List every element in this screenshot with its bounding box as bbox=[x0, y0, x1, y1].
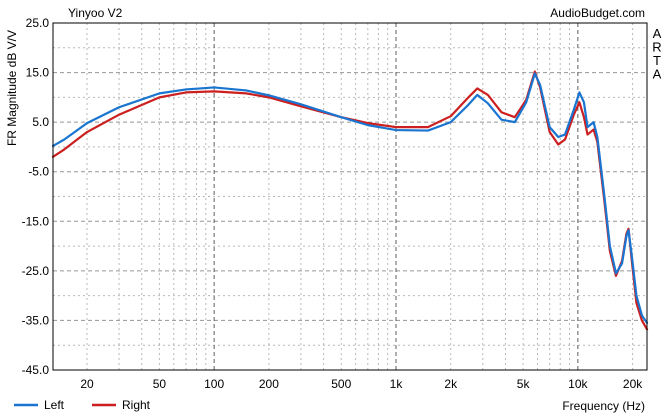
y-tick-label: -35.0 bbox=[22, 313, 50, 327]
side-label-letter: A bbox=[653, 26, 662, 41]
x-tick-label: 20k bbox=[623, 377, 643, 391]
y-tick-label: -25.0 bbox=[22, 264, 50, 278]
grid-lines bbox=[53, 23, 647, 370]
x-tick-label: 2k bbox=[444, 377, 458, 391]
legend-label-right: Right bbox=[122, 398, 151, 412]
y-tick-label: 5.0 bbox=[32, 115, 49, 129]
side-label-letter: T bbox=[653, 53, 661, 68]
x-tick-label: 1k bbox=[390, 377, 404, 391]
y-tick-label: -15.0 bbox=[22, 214, 50, 228]
y-tick-labels: 25.0 15.0 5.0 -5.0 -15.0 -25.0 -35.0 -45.0 bbox=[22, 16, 50, 377]
y-tick-label: 15.0 bbox=[26, 66, 50, 80]
y-tick-label: -5.0 bbox=[28, 165, 49, 179]
x-tick-label: 500 bbox=[331, 377, 351, 391]
x-tick-label: 5k bbox=[517, 377, 531, 391]
legend-label-left: Left bbox=[44, 398, 65, 412]
plot-frame bbox=[52, 22, 648, 371]
x-tick-label: 200 bbox=[259, 377, 279, 391]
series-line-left bbox=[51, 72, 649, 325]
y-tick-label: 25.0 bbox=[26, 16, 50, 30]
legend: Left Right bbox=[14, 398, 151, 412]
side-label-letter: R bbox=[652, 40, 661, 55]
y-axis-label: FR Magnitude dB V/V bbox=[5, 30, 19, 146]
x-tick-label: 100 bbox=[204, 377, 224, 391]
x-tick-label: 20 bbox=[80, 377, 94, 391]
x-tick-label: 50 bbox=[153, 377, 167, 391]
x-tick-labels: 20 50 100 200 500 1k 2k 5k 10k 20k bbox=[80, 377, 643, 391]
side-label-letter: A bbox=[653, 67, 662, 82]
y-tick-label: -45.0 bbox=[22, 363, 50, 377]
x-tick-label: 10k bbox=[568, 377, 588, 391]
chart-title: Yinyoo V2 bbox=[68, 6, 123, 20]
source-label: AudioBudget.com bbox=[550, 6, 645, 20]
x-axis-label: Frequency (Hz) bbox=[562, 399, 645, 413]
series-group bbox=[51, 70, 649, 331]
